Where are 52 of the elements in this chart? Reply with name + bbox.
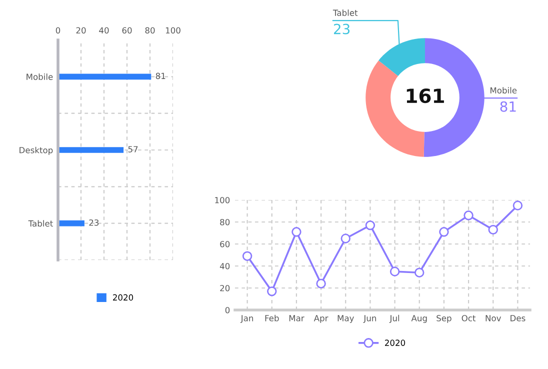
x-tick-label: 40 <box>99 27 109 34</box>
point <box>464 210 474 220</box>
x-tick-label: Des <box>510 315 526 322</box>
x-tick-label: May <box>338 315 354 323</box>
bar <box>58 74 152 80</box>
point <box>390 266 400 276</box>
y-tick-label: 80 <box>220 218 230 226</box>
data-label: 57 <box>128 146 138 152</box>
point <box>316 278 326 288</box>
point <box>242 251 252 261</box>
y-tick-label: Mobile <box>26 74 53 80</box>
legend-label: 2020 <box>385 340 406 346</box>
bar <box>58 147 124 153</box>
x-tick-label: Apr <box>314 315 328 323</box>
y-tick-label: Desktop <box>20 146 53 155</box>
text: 161 <box>406 88 444 104</box>
x-tick-label: Aug <box>411 315 427 323</box>
x-tick-label: Sep <box>436 315 452 323</box>
y-tick-label: 0 <box>225 306 230 314</box>
x-tick-label: 20 <box>76 27 86 34</box>
y-tick-label: 60 <box>220 240 230 248</box>
data-label: 81 <box>500 101 516 112</box>
data-label: 23 <box>334 24 350 34</box>
point <box>365 220 376 230</box>
y-tick-label: 100 <box>215 196 230 204</box>
x-tick-label: Feb <box>265 314 279 322</box>
x-tick-label: Jan <box>240 315 254 323</box>
x-tick-label: Mar <box>289 315 304 322</box>
point <box>340 234 350 244</box>
point <box>512 200 523 210</box>
x-tick-label: Jun <box>363 315 376 323</box>
data-label: 81 <box>156 72 166 80</box>
data-label: 23 <box>89 219 99 226</box>
slice-label: Tablet <box>332 10 358 16</box>
point <box>267 286 277 296</box>
point <box>439 227 449 237</box>
legend-label: 2020 <box>113 294 134 301</box>
slice-label: Mobile <box>490 87 517 94</box>
point <box>488 224 498 235</box>
y-tick-label: 20 <box>220 284 230 292</box>
x-tick-label: Oct <box>462 315 476 322</box>
x-tick-label: Jul <box>389 314 400 323</box>
y-tick-label: Tablet <box>28 220 53 227</box>
x-tick-label: 80 <box>145 27 155 34</box>
x-tick-label: 100 <box>166 27 180 34</box>
point <box>414 268 424 278</box>
x-tick-label: 0 <box>56 27 60 34</box>
x-tick-label: 60 <box>122 27 132 34</box>
y-tick-label: 40 <box>220 262 230 270</box>
point <box>292 227 302 237</box>
bar <box>58 220 84 226</box>
x-tick-label: Nov <box>486 315 502 322</box>
